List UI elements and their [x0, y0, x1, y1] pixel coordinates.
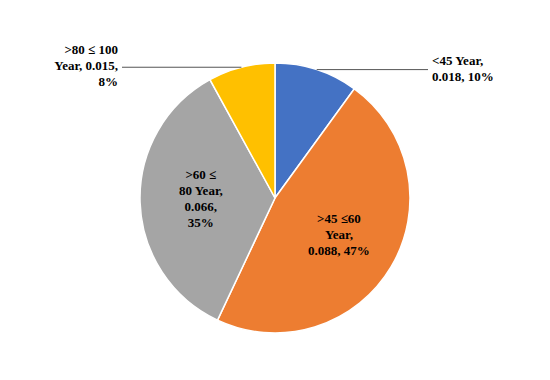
slice-label: >80 ≤ 100Year, 0.015,8% — [54, 42, 118, 89]
label-line: Year, 0.015, — [54, 58, 118, 73]
slice-label: >45 ≤60Year,0.088, 47% — [308, 211, 370, 258]
label-line: 8% — [99, 74, 119, 89]
pie-slice — [210, 63, 275, 198]
leader-line — [317, 69, 428, 70]
chart: <45 Year,0.018, 10% >45 ≤60Year,0.088, 47… — [0, 0, 550, 380]
label-line: >45 ≤60 — [317, 211, 361, 226]
label-line: >60 ≤ — [185, 167, 216, 182]
leader-line — [122, 67, 241, 68]
label-line: 80 Year, — [179, 183, 223, 198]
data-labels: <45 Year,0.018, 10% >45 ≤60Year,0.088, 47… — [54, 42, 494, 258]
label-line: 0.018, 10% — [432, 69, 494, 84]
slice-label: <45 Year,0.018, 10% — [432, 53, 494, 84]
label-line: 0.066, — [185, 199, 218, 214]
label-line: Year, — [325, 227, 353, 242]
label-line: 0.088, 47% — [308, 243, 370, 258]
label-line: <45 Year, — [432, 53, 483, 68]
label-line: 35% — [188, 215, 214, 230]
slice-label: >60 ≤80 Year,0.066,35% — [179, 167, 223, 230]
pie — [140, 63, 410, 333]
label-line: >80 ≤ 100 — [64, 42, 118, 57]
